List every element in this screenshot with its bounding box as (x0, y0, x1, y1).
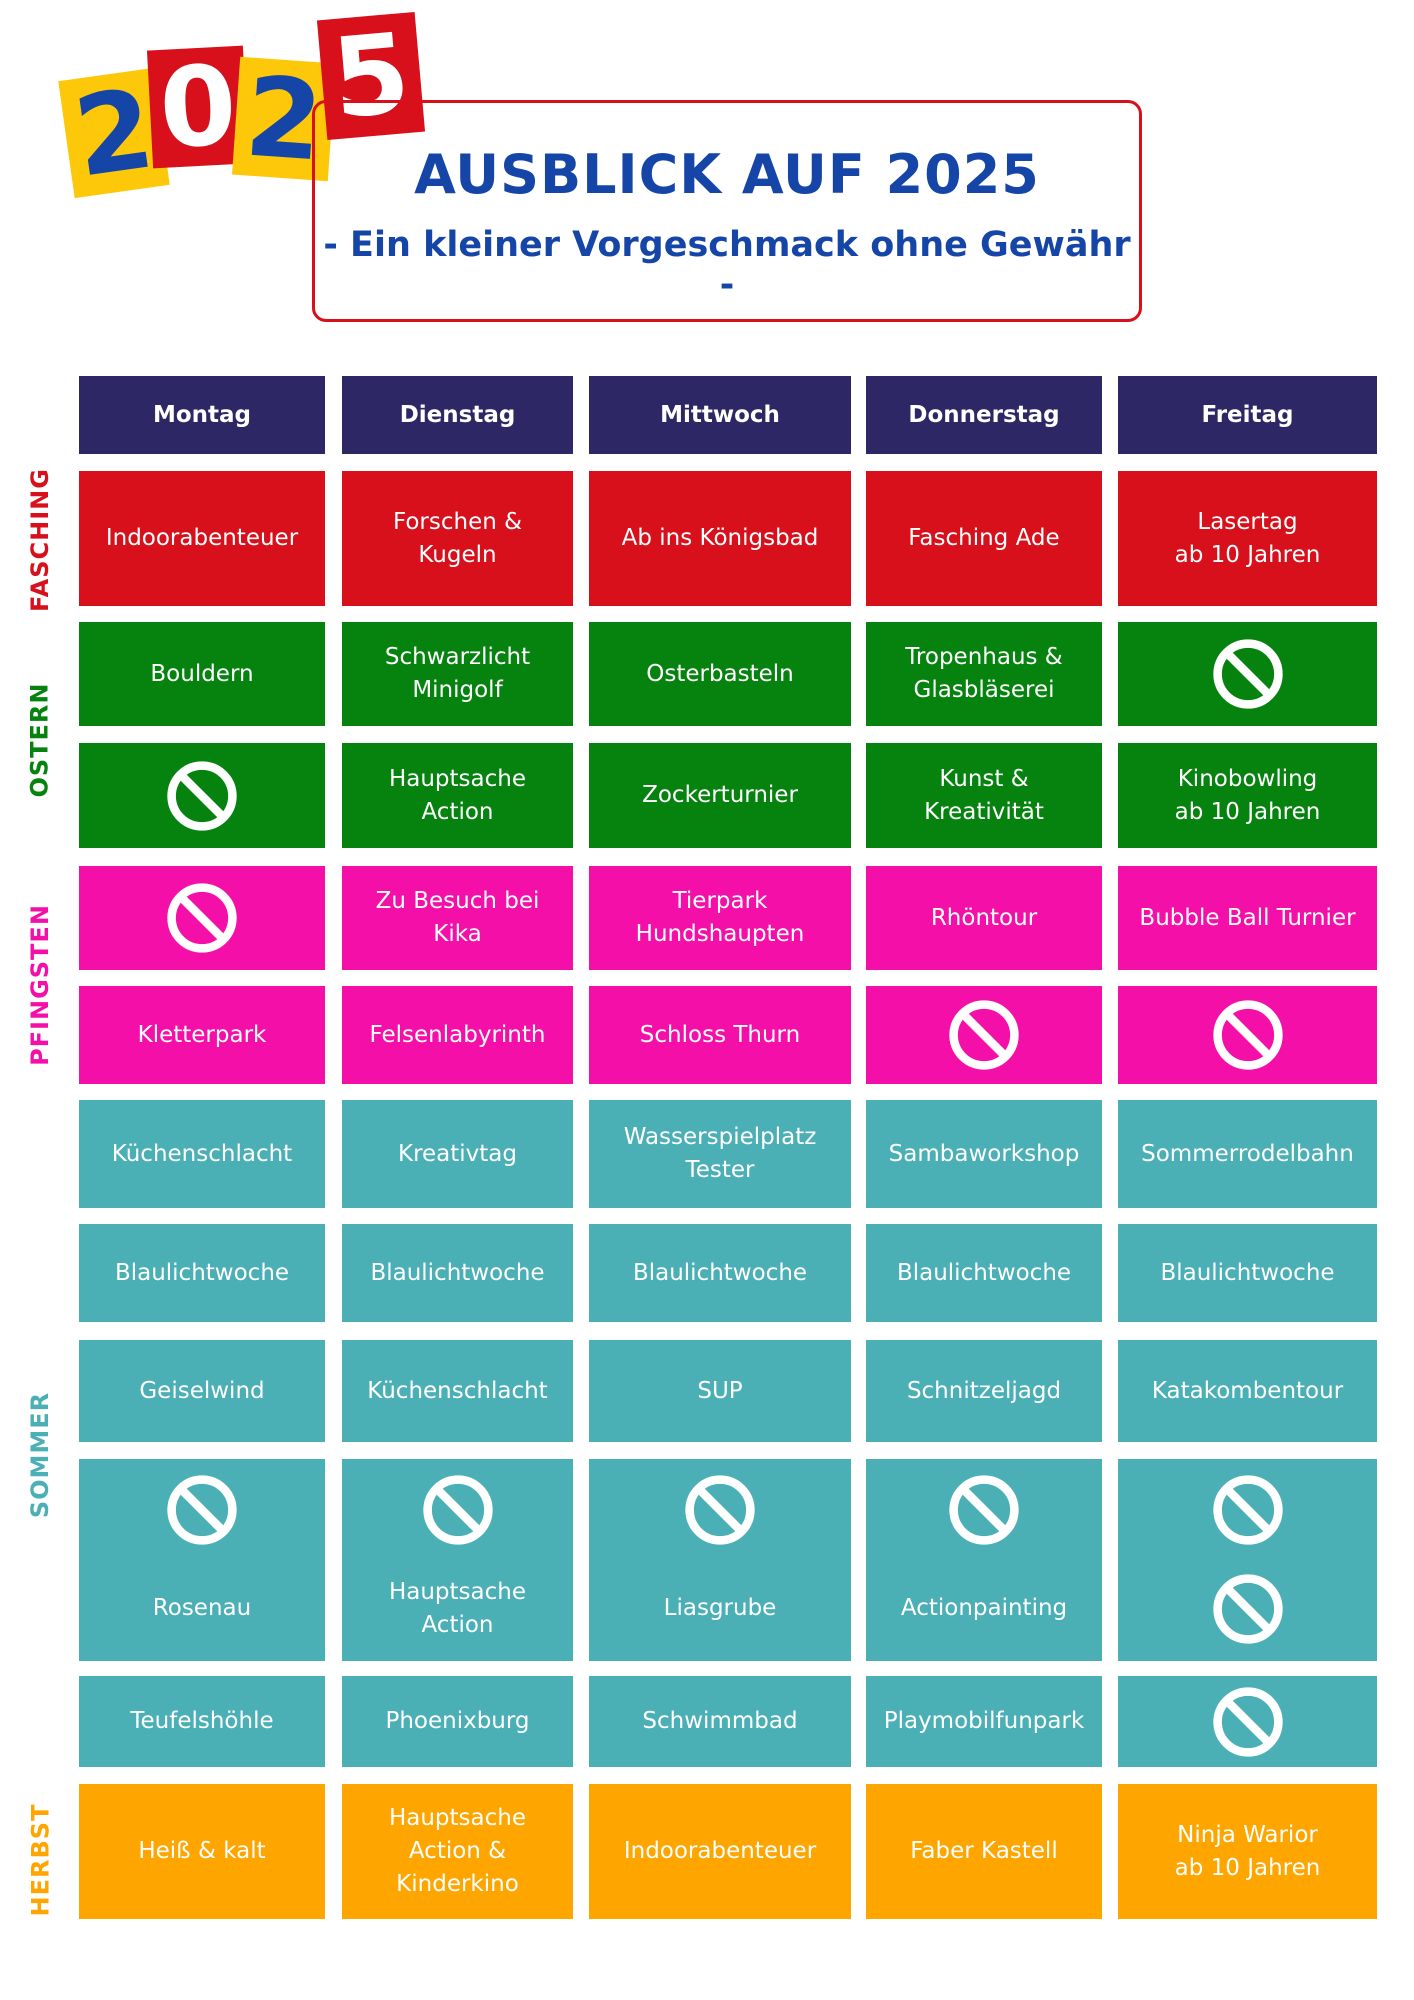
no-activity-cell (1118, 986, 1377, 1084)
activity-cell: Teufelshöhle (79, 1676, 325, 1767)
activity-cell: Ab ins Königsbad (589, 471, 851, 606)
activity-cell: Wasserspielplatz Tester (589, 1100, 851, 1208)
activity-cell: Liasgrube (589, 1556, 851, 1661)
activity-cell: Hauptsache Action (342, 743, 573, 848)
activity-cell: Osterbasteln (589, 622, 851, 726)
activity-cell: Ninja Warior ab 10 Jahren (1118, 1784, 1377, 1919)
season-label-ostern: OSTERN (26, 682, 54, 798)
activity-cell: Blaulichtwoche (866, 1224, 1102, 1322)
no-entry-icon (167, 1474, 237, 1545)
no-entry-icon (685, 1474, 755, 1545)
no-activity-cell (1118, 1676, 1377, 1767)
no-entry-icon (1212, 1573, 1283, 1644)
season-label-sommer: SOMMER (26, 1391, 55, 1519)
activity-cell: Bouldern (79, 622, 325, 726)
activity-cell: Kunst & Kreativität (866, 743, 1102, 848)
day-header-mittwoch: Mittwoch (589, 376, 851, 454)
no-entry-icon (1212, 1474, 1283, 1545)
activity-cell: Actionpainting (866, 1556, 1102, 1661)
activity-cell: Forschen & Kugeln (342, 471, 573, 606)
activity-cell: Blaulichtwoche (79, 1224, 325, 1322)
activity-cell: Sommerrodelbahn (1118, 1100, 1377, 1208)
season-label-pfingsten: PFINGSTEN (26, 904, 54, 1066)
activity-cell: Schnitzeljagd (866, 1340, 1102, 1442)
day-header-freitag: Freitag (1118, 376, 1377, 454)
activity-cell: Lasertag ab 10 Jahren (1118, 471, 1377, 606)
page-title: AUSBLICK AUF 2025 (414, 143, 1040, 206)
activity-cell: Fasching Ade (866, 471, 1102, 606)
day-header-montag: Montag (79, 376, 325, 454)
activity-cell: Tropenhaus & Glasbläserei (866, 622, 1102, 726)
no-activity-cell (1118, 1459, 1377, 1560)
activity-cell: Felsenlabyrinth (342, 986, 573, 1084)
activity-cell: Phoenixburg (342, 1676, 573, 1767)
no-activity-cell (1118, 1556, 1377, 1661)
activity-cell: Blaulichtwoche (342, 1224, 573, 1322)
no-activity-cell (1118, 622, 1377, 726)
no-activity-cell (866, 1459, 1102, 1560)
activity-cell: Bubble Ball Turnier (1118, 866, 1377, 970)
no-activity-cell (589, 1459, 851, 1560)
page-subtitle: - Ein kleiner Vorgeschmack ohne Gewähr - (323, 225, 1131, 305)
day-header-dienstag: Dienstag (342, 376, 573, 454)
activity-cell: Blaulichtwoche (1118, 1224, 1377, 1322)
activity-cell: Schloss Thurn (589, 986, 851, 1084)
no-entry-icon (1212, 639, 1283, 709)
no-entry-icon (1212, 1000, 1283, 1070)
no-entry-icon (422, 1474, 493, 1545)
season-label-herbst: HERBST (26, 1803, 55, 1917)
activity-cell: Küchenschlacht (342, 1340, 573, 1442)
activity-cell: Geiselwind (79, 1340, 325, 1442)
no-entry-icon (949, 1474, 1019, 1545)
season-label-fasching: FASCHING (26, 468, 55, 612)
activity-cell: Küchenschlacht (79, 1100, 325, 1208)
activity-cell: Rosenau (79, 1556, 325, 1661)
activity-cell: Playmobilfunpark (866, 1676, 1102, 1767)
activity-cell: SUP (589, 1340, 851, 1442)
activity-cell: Zockerturnier (589, 743, 851, 848)
activity-cell: Blaulichtwoche (589, 1224, 851, 1322)
activity-cell: Kinobowling ab 10 Jahren (1118, 743, 1377, 848)
activity-cell: Tierpark Hundshaupten (589, 866, 851, 970)
activity-cell: Kletterpark (79, 986, 325, 1084)
day-header-donnerstag: Donnerstag (866, 376, 1102, 454)
activity-cell: Hauptsache Action & Kinderkino (342, 1784, 573, 1919)
activity-cell: Indoorabenteuer (79, 471, 325, 606)
no-entry-icon (1212, 1686, 1283, 1757)
no-activity-cell (79, 1459, 325, 1560)
activity-cell: Kreativtag (342, 1100, 573, 1208)
no-activity-cell (866, 986, 1102, 1084)
no-entry-icon (949, 1000, 1019, 1070)
activity-cell: Hauptsache Action (342, 1556, 573, 1661)
activity-cell: Zu Besuch bei Kika (342, 866, 573, 970)
activity-cell: Faber Kastell (866, 1784, 1102, 1919)
activity-cell: Schwarzlicht Minigolf (342, 622, 573, 726)
no-entry-icon (167, 760, 237, 831)
activity-cell: Indoorabenteuer (589, 1784, 851, 1919)
no-activity-cell (79, 866, 325, 970)
activity-cell: Rhöntour (866, 866, 1102, 970)
activity-cell: Schwimmbad (589, 1676, 851, 1767)
activity-cell: Sambaworkshop (866, 1100, 1102, 1208)
no-activity-cell (342, 1459, 573, 1560)
no-entry-icon (167, 883, 237, 953)
no-activity-cell (79, 743, 325, 848)
activity-cell: Katakombentour (1118, 1340, 1377, 1442)
activity-cell: Heiß & kalt (79, 1784, 325, 1919)
title-box: AUSBLICK AUF 2025 - Ein kleiner Vorgesch… (312, 100, 1142, 322)
